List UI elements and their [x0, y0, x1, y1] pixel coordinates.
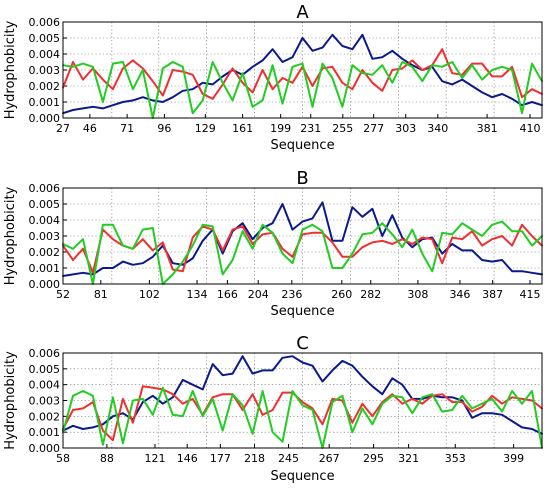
panel-b-xlabel: Sequence — [270, 304, 334, 319]
panel-b-ytick-label-0: 0.000 — [29, 278, 61, 291]
panel-c-xtick-label-6: 245 — [278, 452, 299, 465]
panel-c-ytick-label-4: 0.004 — [29, 379, 61, 392]
panel-c-xtick-label-8: 295 — [363, 452, 384, 465]
panel-c-xlabel: Sequence — [270, 469, 334, 484]
panel-c-xtick-label-11: 399 — [503, 452, 524, 465]
panel-a-ytick-label-6: 0.006 — [29, 16, 61, 29]
panel-a-series-blue — [62, 33, 543, 115]
panel-b-frame — [62, 187, 543, 285]
panel-a-ytick-label-3: 0.003 — [29, 64, 61, 77]
panel-a-ytick-label-2: 0.002 — [29, 80, 61, 93]
panel-c-xtick-label-9: 321 — [398, 452, 419, 465]
panel-a-xtick-label-12: 381 — [477, 122, 498, 135]
panel-a-xtick-label-6: 199 — [270, 122, 291, 135]
panel-c-xtick-label-10: 353 — [445, 452, 466, 465]
panel-b-series-red — [62, 223, 543, 274]
panel-b-series-blue — [62, 201, 543, 277]
panel-c-series-blue — [62, 355, 543, 435]
panel-c-ytick-label-3: 0.003 — [29, 395, 61, 408]
panel-b-xtick-label-0: 52 — [56, 288, 70, 301]
panel-b-xtick-label-9: 308 — [407, 288, 428, 301]
panel-b-ylabel: Hydrophobicity — [3, 186, 18, 285]
panel-a-xtick-label-5: 161 — [232, 122, 253, 135]
panel-c-ytick-label-5: 0.005 — [29, 363, 61, 376]
chart-panel-a: 0.000 0.001 0.002 0.003 0.004 0.005 0.006 27 46 7… — [3, 2, 543, 153]
panel-b-xtick-label-3: 134 — [187, 288, 208, 301]
panel-a-ytick-label-4: 0.004 — [29, 48, 61, 61]
panel-a-xtick-label-13: 410 — [520, 122, 541, 135]
panel-a-ytick-label-1: 0.001 — [29, 96, 61, 109]
panel-b-xtick-label-12: 415 — [520, 288, 541, 301]
panel-a-frame — [62, 21, 543, 119]
panel-b-xtick-label-8: 282 — [360, 288, 381, 301]
panel-b-xtick-label-4: 166 — [217, 288, 238, 301]
panel-c-ytick-label-2: 0.002 — [29, 410, 61, 423]
panel-c-series-red — [62, 385, 543, 442]
panel-c-xtick-label-3: 146 — [177, 452, 198, 465]
panel-b-series-green — [62, 220, 543, 285]
panel-c-ylabel: Hydrophobicity — [3, 351, 18, 450]
panel-b-xtick-label-2: 102 — [139, 288, 160, 301]
panel-b-xtick-label-7: 260 — [331, 288, 352, 301]
panel-b-ytick-label-4: 0.004 — [29, 214, 61, 227]
panel-c-title: C — [296, 333, 309, 354]
panel-c-series-green — [62, 386, 543, 449]
panel-c-ytick-label-0: 0.000 — [29, 442, 61, 455]
panel-c-xtick-label-1: 88 — [100, 452, 114, 465]
panel-c-xtick-label-4: 177 — [210, 452, 231, 465]
panel-a-xtick-label-9: 277 — [363, 122, 384, 135]
panel-a-xtick-label-1: 46 — [83, 122, 97, 135]
panel-b-ytick-label-5: 0.005 — [29, 198, 61, 211]
panel-a-xtick-label-3: 96 — [157, 122, 171, 135]
panel-a-series-green — [62, 61, 543, 119]
panel-c-xtick-label-2: 121 — [144, 452, 165, 465]
panel-b-xtick-label-1: 81 — [94, 288, 108, 301]
panel-c-xtick-label-0: 58 — [56, 452, 70, 465]
panel-a-xtick-label-0: 27 — [56, 122, 70, 135]
panel-b-xtick-label-5: 204 — [248, 288, 269, 301]
panel-a-ytick-label-5: 0.005 — [29, 32, 61, 45]
panel-a-xtick-label-7: 231 — [300, 122, 321, 135]
panel-a-xtick-label-4: 129 — [195, 122, 216, 135]
panel-a-ytick-label-0: 0.000 — [29, 112, 61, 125]
chart-panel-b: 0.000 0.001 0.002 0.003 0.004 0.005 0.006 52 81 1… — [3, 168, 543, 319]
panel-a-title: A — [296, 2, 309, 23]
panel-b-ytick-label-2: 0.002 — [29, 246, 61, 259]
panel-a-xtick-label-8: 255 — [332, 122, 353, 135]
panel-b-ytick-label-3: 0.003 — [29, 230, 61, 243]
panel-a-ylabel: Hydrophobicity — [3, 20, 18, 119]
panel-a-xtick-label-10: 303 — [395, 122, 416, 135]
panel-c-xtick-label-7: 267 — [319, 452, 340, 465]
panel-c-ytick-label-1: 0.001 — [29, 426, 61, 439]
chart-panel-c: 0.000 0.001 0.002 0.003 0.004 0.005 0.006 58 88 1… — [3, 333, 543, 484]
panel-c-ytick-label-6: 0.006 — [29, 347, 61, 360]
panel-c-xtick-label-5: 218 — [244, 452, 265, 465]
panel-b-ytick-label-1: 0.001 — [29, 262, 61, 275]
panel-c-frame — [62, 352, 543, 449]
panel-a-xtick-label-11: 340 — [427, 122, 448, 135]
panel-a-xlabel: Sequence — [270, 138, 334, 153]
panel-a-xtick-label-2: 71 — [120, 122, 134, 135]
panel-b-ytick-label-6: 0.006 — [29, 182, 61, 195]
panel-b-xtick-label-10: 346 — [449, 288, 470, 301]
panel-b-xtick-label-11: 387 — [482, 288, 503, 301]
panel-b-title: B — [296, 168, 308, 189]
panel-b-xtick-label-6: 236 — [281, 288, 302, 301]
